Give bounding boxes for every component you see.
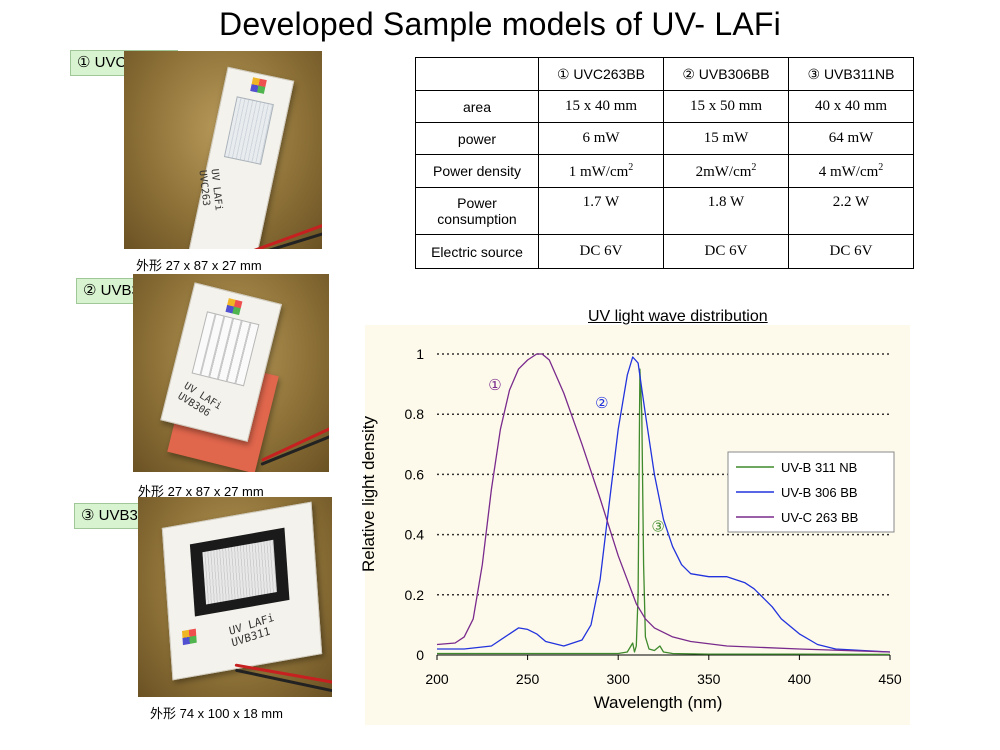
y-tick-label: 0.2 bbox=[405, 587, 425, 603]
table-cell: DC 6V bbox=[788, 234, 914, 269]
row-label: Electric source bbox=[415, 234, 539, 269]
table-row: Power consumption 1.7 W 1.8 W 2.2 W bbox=[415, 187, 914, 235]
table-cell: 4 mW/cm2 bbox=[788, 154, 914, 188]
y-tick-label: 0 bbox=[416, 647, 424, 663]
device-photo-uvc263bb: UV LAFi UVC263 bbox=[124, 51, 322, 249]
model-dimensions-uvc263bb: 外形 27 x 87 x 27 mm bbox=[136, 258, 262, 273]
series-annotation: ③ bbox=[651, 519, 664, 536]
series-annotation: ② bbox=[595, 395, 608, 412]
model-dimensions-uvb311nb: 外形 74 x 100 x 18 mm bbox=[150, 706, 283, 721]
y-tick-label: 0.8 bbox=[405, 406, 425, 422]
device-photo-uvb311nb: UV LAFi UVB311 bbox=[138, 497, 332, 697]
y-tick-label: 1 bbox=[416, 346, 424, 362]
x-tick-label: 250 bbox=[516, 671, 540, 687]
table-cell: 2mW/cm2 bbox=[663, 154, 789, 188]
row-label: Power density bbox=[415, 154, 539, 188]
series-line-2 bbox=[437, 356, 891, 653]
y-tick-label: 0.6 bbox=[405, 466, 425, 482]
table-header-cell: ① UVC263BB bbox=[538, 57, 664, 91]
table-header-cell bbox=[415, 57, 539, 91]
table-header-row: ① UVC263BB ② UVB306BB ③ UVB311NB bbox=[415, 57, 914, 91]
spec-table: ① UVC263BB ② UVB306BB ③ UVB311NB area 15… bbox=[415, 57, 914, 269]
table-cell: DC 6V bbox=[538, 234, 664, 269]
y-tick-label: 0.4 bbox=[405, 527, 425, 543]
x-tick-label: 350 bbox=[697, 671, 721, 687]
device-photo-uvb306bb: UV LAFi UVB306 bbox=[133, 274, 329, 472]
y-axis-label: Relative light density bbox=[359, 416, 378, 572]
table-header-cell: ③ UVB311NB bbox=[788, 57, 914, 91]
table-cell: 15 mW bbox=[663, 122, 789, 155]
x-tick-label: 200 bbox=[425, 671, 449, 687]
table-row: Power density 1 mW/cm2 2mW/cm2 4 mW/cm2 bbox=[415, 154, 914, 188]
table-cell: 40 x 40 mm bbox=[788, 90, 914, 123]
chart-title: UV light wave distribution bbox=[588, 308, 768, 325]
row-label: power bbox=[415, 122, 539, 155]
table-header-cell: ② UVB306BB bbox=[663, 57, 789, 91]
x-tick-label: 400 bbox=[788, 671, 812, 687]
x-axis-label: Wavelength (nm) bbox=[594, 693, 723, 712]
chart-legend: UV-B 311 NB UV-B 306 BB UV-C 263 BB bbox=[727, 451, 895, 533]
table-row: Electric source DC 6V DC 6V DC 6V bbox=[415, 234, 914, 269]
table-cell: 2.2 W bbox=[788, 187, 914, 235]
x-tick-label: 450 bbox=[878, 671, 902, 687]
model-dimensions-uvb306bb: 外形 27 x 87 x 27 mm bbox=[138, 484, 264, 499]
series-line-3 bbox=[436, 353, 891, 653]
x-tick-label: 300 bbox=[607, 671, 631, 687]
legend-entry: UV-B 306 BB bbox=[781, 485, 858, 500]
series-annotation: ① bbox=[488, 377, 501, 394]
legend-entry: UV-C 263 BB bbox=[781, 510, 858, 525]
table-cell: 1.8 W bbox=[663, 187, 789, 235]
legend-entry: UV-B 311 NB bbox=[781, 460, 857, 475]
row-label: area bbox=[415, 90, 539, 123]
row-label: Power consumption bbox=[415, 187, 539, 235]
table-row: power 6 mW 15 mW 64 mW bbox=[415, 122, 914, 155]
series-line-1 bbox=[437, 368, 891, 656]
page-title: Developed Sample models of UV- LAFi bbox=[219, 6, 781, 42]
table-cell: 64 mW bbox=[788, 122, 914, 155]
table-cell: DC 6V bbox=[663, 234, 789, 269]
